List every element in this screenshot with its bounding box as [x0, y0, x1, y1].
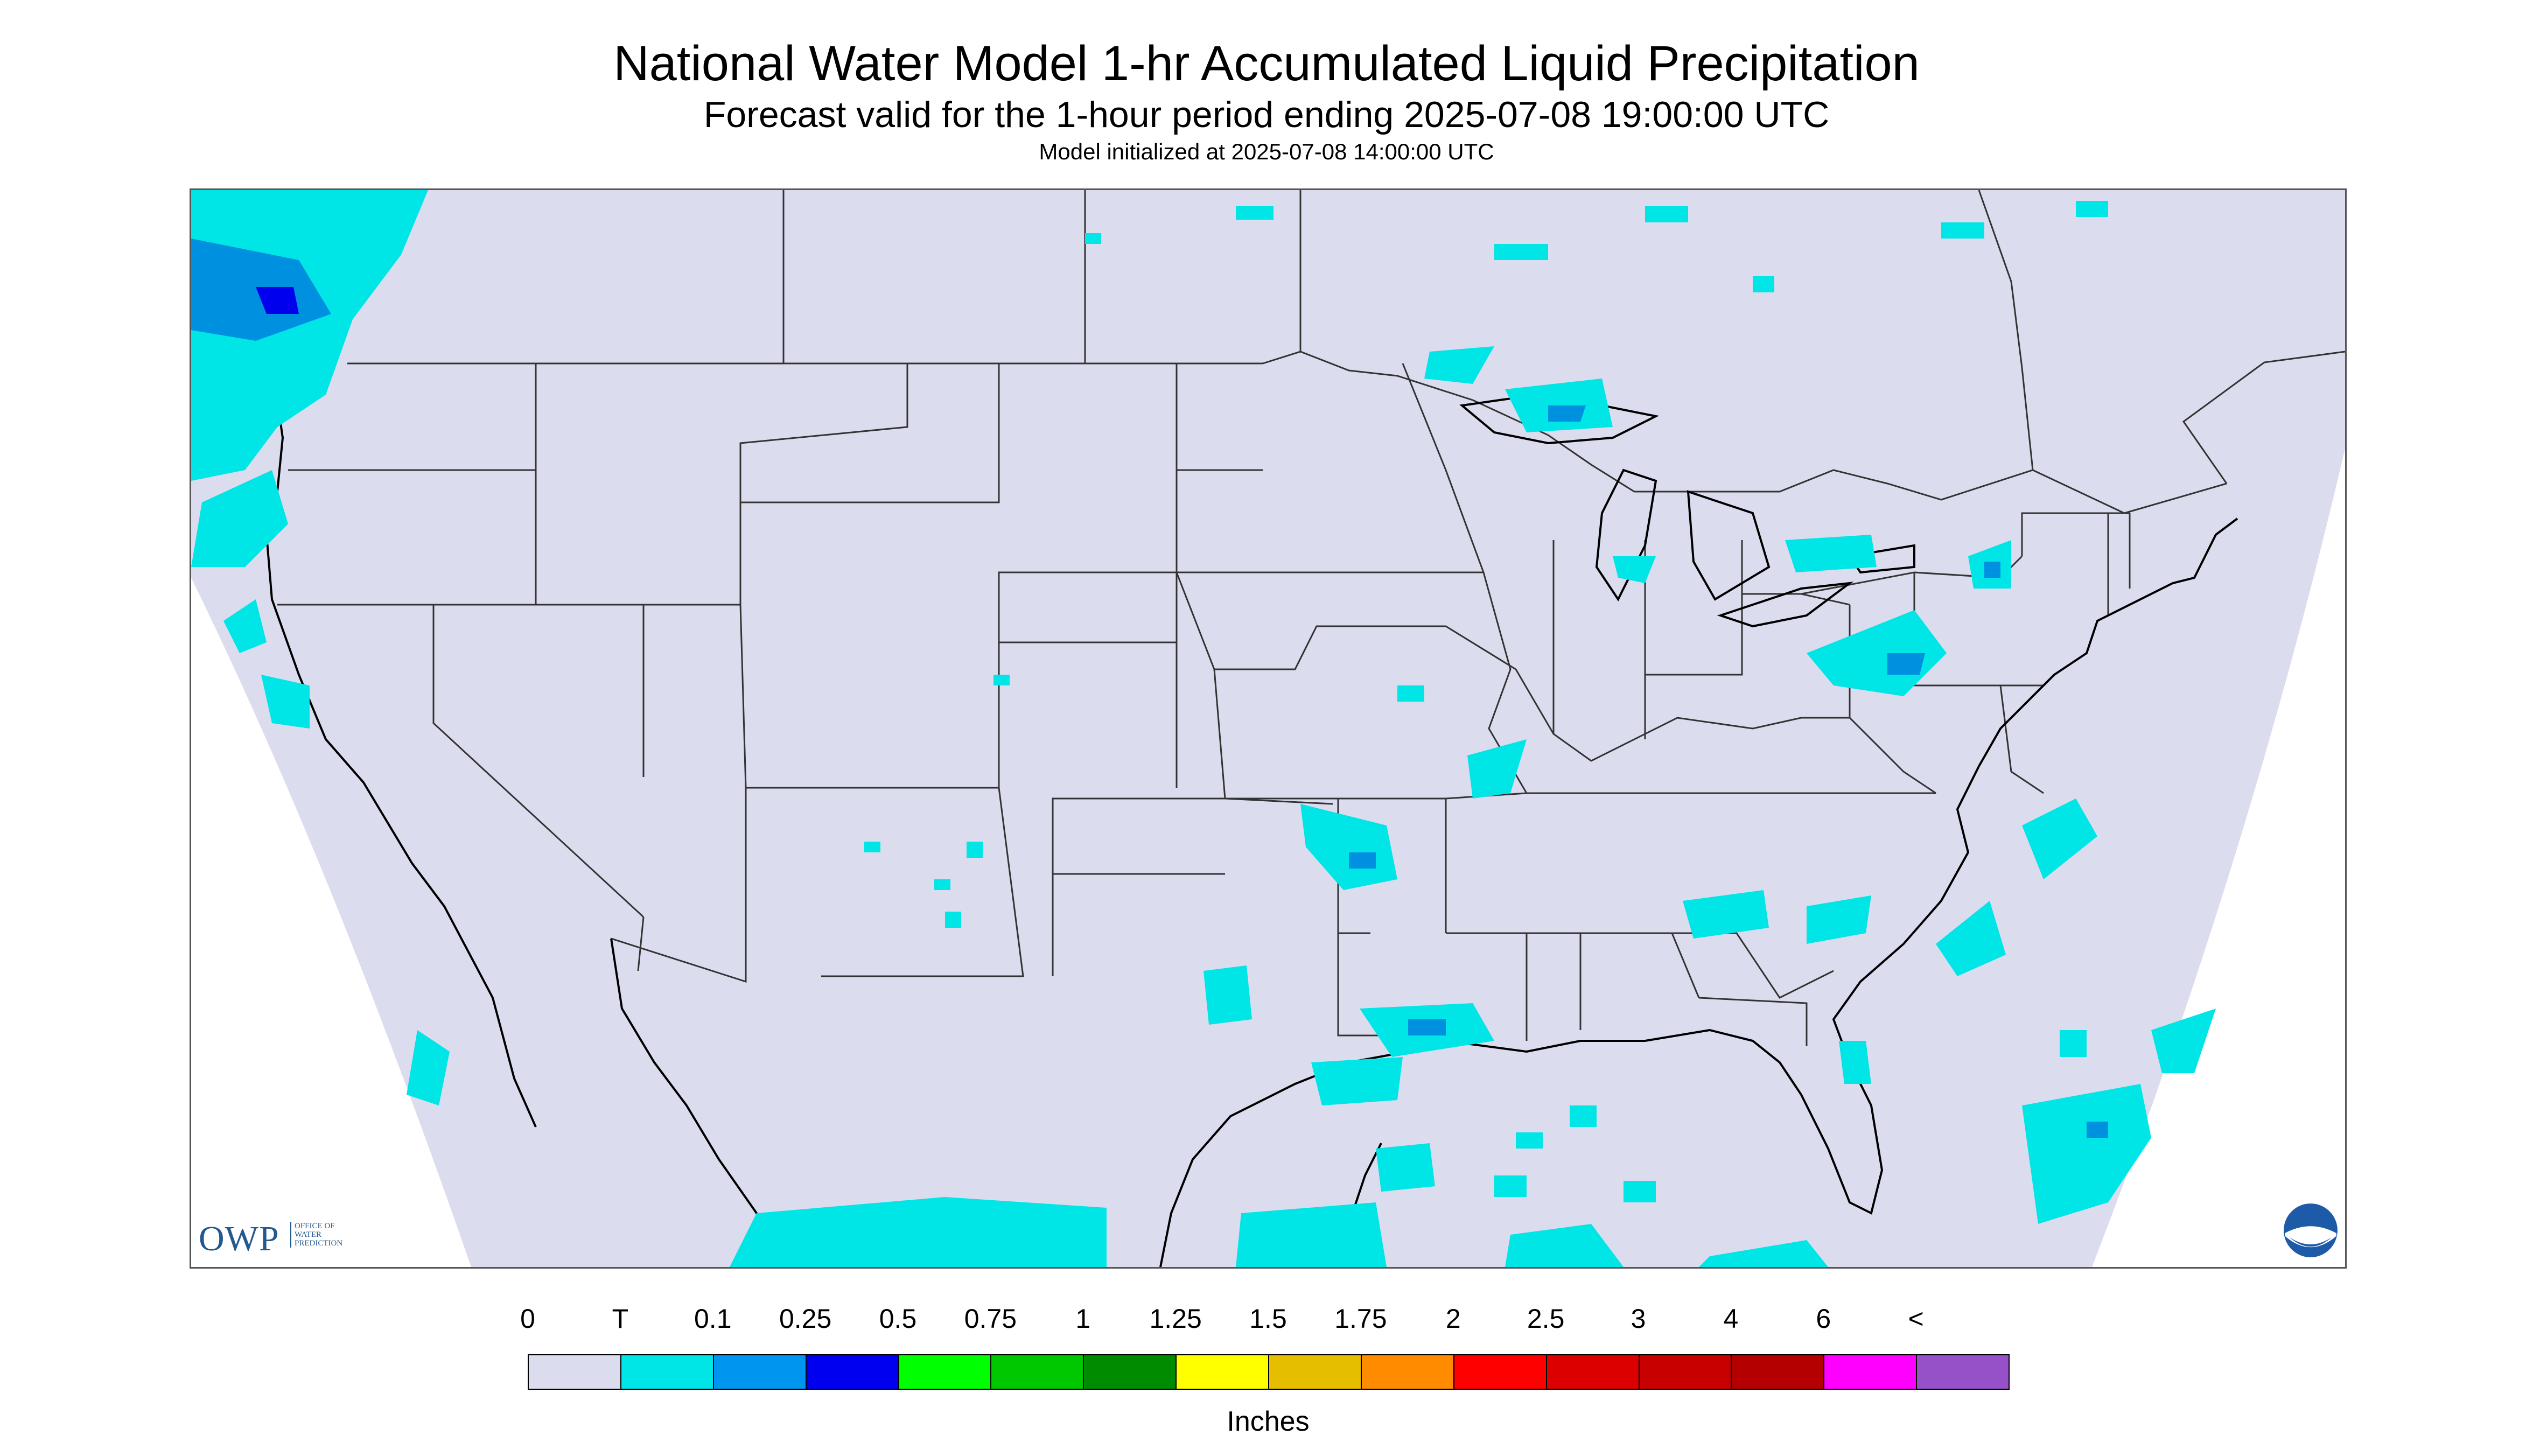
legend-label: < — [1908, 1304, 1924, 1334]
legend-swatch — [898, 1354, 992, 1390]
legend-label: T — [612, 1304, 629, 1334]
legend-swatch — [1453, 1354, 1547, 1390]
precipitation-patches — [191, 190, 2216, 1267]
noaa-logo-icon — [2284, 1203, 2338, 1257]
owp-logo-mark: OWP — [199, 1219, 279, 1258]
legend-label: 1.25 — [1149, 1304, 1202, 1334]
legend-label: 1.75 — [1334, 1304, 1387, 1334]
map-canvas — [191, 190, 2345, 1267]
legend-swatch — [620, 1354, 714, 1390]
legend-label: 0.1 — [694, 1304, 732, 1334]
legend-swatch — [1083, 1354, 1177, 1390]
owp-logo: OWP OFFICE OF WATER PREDICTION — [199, 1219, 376, 1262]
legend-label: 1 — [1075, 1304, 1091, 1334]
legend-label: 0.5 — [879, 1304, 917, 1334]
lake-huron — [1687, 490, 1771, 601]
legend-label: 2.5 — [1527, 1304, 1565, 1334]
legend-swatch — [1731, 1354, 1825, 1390]
legend-label: 0.75 — [964, 1304, 1017, 1334]
legend-swatch — [528, 1354, 621, 1390]
legend-label: 6 — [1816, 1304, 1831, 1334]
color-legend: 0 T 0.1 0.25 0.5 0.75 1 1.25 1.5 1.75 2 2.5 3 4 6 < — [520, 1303, 2010, 1438]
legend-swatch — [1823, 1354, 1918, 1390]
precipitation-map: OWP OFFICE OF WATER PREDICTION — [190, 188, 2347, 1269]
legend-label: 1.5 — [1249, 1304, 1287, 1334]
legend-label: 0 — [520, 1304, 535, 1334]
legend-swatch — [1638, 1354, 1732, 1390]
legend-swatch — [1545, 1354, 1640, 1390]
owp-logo-subtext: OFFICE OF WATER PREDICTION — [290, 1222, 342, 1248]
legend-swatch — [805, 1354, 899, 1390]
lake-erie — [1717, 582, 1854, 628]
legend-units-label: Inches — [1227, 1406, 1310, 1437]
us-canada-border — [347, 351, 2227, 514]
legend-swatch — [1268, 1354, 1362, 1390]
legend-swatch — [1360, 1354, 1454, 1390]
legend-label: 3 — [1631, 1304, 1646, 1334]
legend-swatch — [712, 1354, 807, 1390]
legend-swatch — [990, 1354, 1084, 1390]
legend-swatch — [1175, 1354, 1269, 1390]
model-domain — [191, 190, 2345, 1267]
legend-label: 4 — [1723, 1304, 1739, 1334]
model-init-text: Model initialized at 2025-07-08 14:00:00… — [1039, 139, 1494, 164]
legend-label: 2 — [1445, 1304, 1461, 1334]
chart-title: National Water Model 1-hr Accumulated Li… — [613, 36, 1920, 91]
legend-swatch — [1916, 1354, 2010, 1390]
chart-subtitle: Forecast valid for the 1-hour period end… — [703, 94, 1830, 135]
lake-michigan — [1595, 468, 1657, 601]
legend-label: 0.25 — [779, 1304, 832, 1334]
